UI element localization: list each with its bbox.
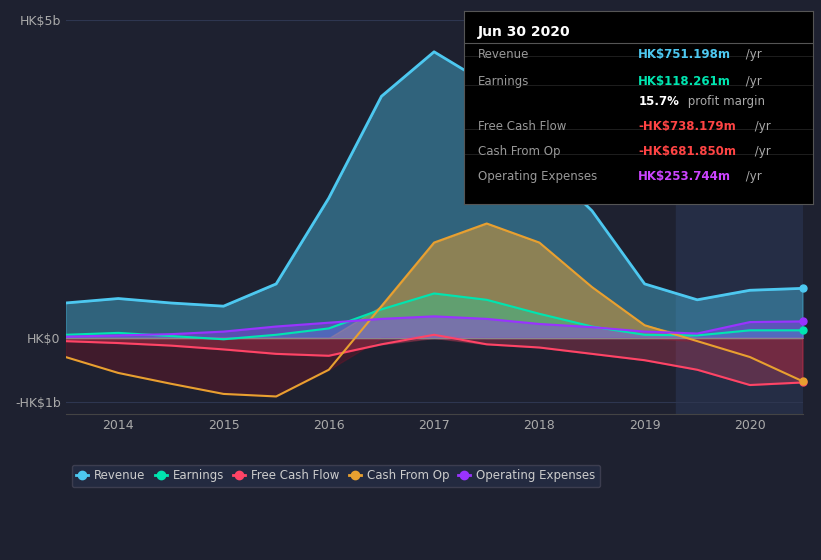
Text: /yr: /yr xyxy=(751,145,771,158)
Text: HK$118.261m: HK$118.261m xyxy=(639,76,732,88)
Bar xyxy=(677,20,813,414)
Text: Jun 30 2020: Jun 30 2020 xyxy=(478,25,571,39)
Text: 15.7%: 15.7% xyxy=(639,95,679,108)
Text: /yr: /yr xyxy=(742,170,762,183)
Text: profit margin: profit margin xyxy=(684,95,764,108)
Text: Free Cash Flow: Free Cash Flow xyxy=(478,120,566,133)
Text: Operating Expenses: Operating Expenses xyxy=(478,170,597,183)
Text: Revenue: Revenue xyxy=(478,48,530,62)
Text: -HK$738.179m: -HK$738.179m xyxy=(639,120,736,133)
Text: Earnings: Earnings xyxy=(478,76,530,88)
Text: -HK$681.850m: -HK$681.850m xyxy=(639,145,736,158)
Text: HK$751.198m: HK$751.198m xyxy=(639,48,732,62)
Text: Cash From Op: Cash From Op xyxy=(478,145,560,158)
Text: /yr: /yr xyxy=(742,76,762,88)
Text: /yr: /yr xyxy=(751,120,771,133)
Text: HK$253.744m: HK$253.744m xyxy=(639,170,732,183)
Legend: Revenue, Earnings, Free Cash Flow, Cash From Op, Operating Expenses: Revenue, Earnings, Free Cash Flow, Cash … xyxy=(71,465,600,487)
Text: /yr: /yr xyxy=(742,48,762,62)
